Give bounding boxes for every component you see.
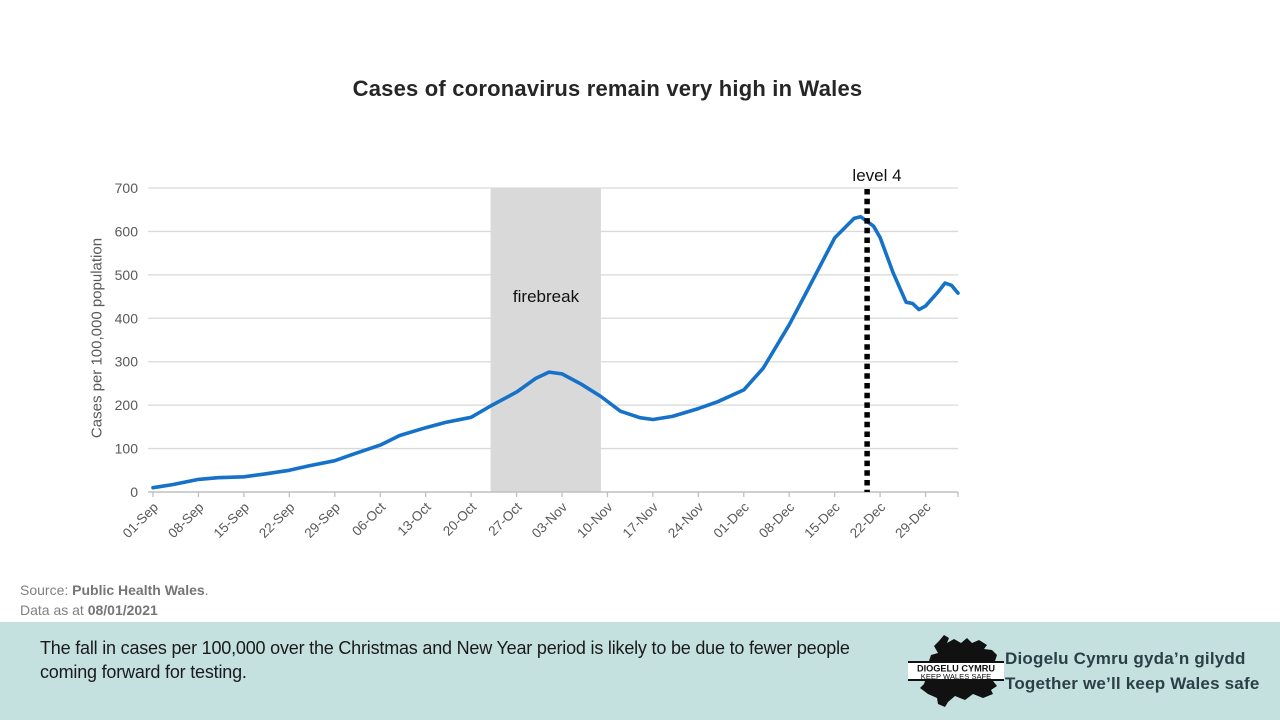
x-tick-label: 03-Nov [529,499,571,541]
level4-label: level 4 [852,166,902,185]
x-tick-label: 15-Sep [211,500,252,541]
y-tick-label: 100 [115,441,139,457]
y-tick-label: 400 [115,310,139,326]
y-tick-label: 500 [115,267,139,283]
source-name: Public Health Wales [72,582,205,598]
x-tick-label: 22-Sep [256,500,297,541]
x-tick-label: 13-Oct [395,499,434,538]
logo-line2: KEEP WALES SAFE [921,672,991,681]
x-tick-label: 01-Dec [710,499,752,541]
x-tick-label: 29-Sep [301,500,342,541]
logo-band [908,661,1004,681]
chart-title: Cases of coronavirus remain very high in… [352,76,863,101]
source-line: Source: Public Health Wales. [20,582,209,598]
x-tick-label: 22-Dec [847,499,889,541]
logo-line1: DIOGELU CYMRU [917,664,995,674]
x-tick-label: 29-Dec [892,499,934,541]
wales-map-bottom-icon [920,681,997,707]
x-tick-label: 20-Oct [440,499,479,538]
x-tick-label: 01-Sep [120,500,161,541]
x-tick-label: 24-Nov [665,499,707,541]
source-block: Source: Public Health Wales. Data as at … [20,580,209,620]
firebreak-label: firebreak [512,287,580,306]
keep-wales-safe-logo: DIOGELU CYMRU KEEP WALES SAFE [908,635,1004,707]
x-tick-label: 27-Oct [485,499,524,538]
cases-line-chart: 0 100 200 300 400 500 600 700 01-Sep 08-Sep 15-Sep… [115,180,960,541]
x-tick-label: 06-Oct [349,499,388,538]
firebreak-band [490,188,601,492]
y-tick-label: 0 [130,484,138,500]
x-tick-label: 15-Dec [801,499,843,541]
cases-line [151,214,960,490]
data-as-at-line: Data as at 08/01/2021 [20,602,158,618]
y-tick-label: 600 [115,223,139,239]
y-tick-label: 300 [115,354,139,370]
x-tick-label: 10-Nov [574,499,616,541]
x-tick-label: 08-Sep [165,500,206,541]
footer-banner: The fall in cases per 100,000 over the C… [0,622,1280,720]
y-axis-title: Cases per 100,000 population [88,237,106,439]
logo-band-top-rule [908,661,1004,663]
x-tick-label: 08-Dec [756,499,798,541]
x-tick-label: 17-Nov [620,499,662,541]
y-tick-label: 700 [115,180,139,196]
campaign-caption: Diogelu Cymru gyda’n gilydd Together we’… [1005,646,1259,696]
caption-welsh: Diogelu Cymru gyda’n gilydd [1005,649,1246,668]
logo-band-bottom-rule [908,679,1004,681]
wales-map-top-icon [929,635,997,661]
banner-message: The fall in cases per 100,000 over the C… [40,638,850,682]
caption-english: Together we’ll keep Wales safe [1005,674,1260,693]
data-date: 08/01/2021 [87,602,158,618]
y-tick-label: 200 [115,397,139,413]
